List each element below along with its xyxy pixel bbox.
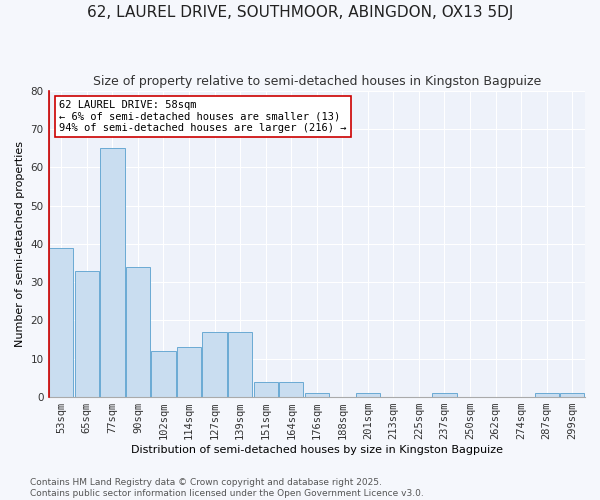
Bar	[177, 348, 201, 397]
Bar	[100, 148, 125, 397]
Bar	[356, 394, 380, 397]
Bar	[202, 332, 227, 397]
Bar	[75, 270, 99, 397]
Bar	[279, 382, 304, 397]
Text: 62 LAUREL DRIVE: 58sqm
← 6% of semi-detached houses are smaller (13)
94% of semi: 62 LAUREL DRIVE: 58sqm ← 6% of semi-deta…	[59, 100, 347, 133]
Bar	[535, 394, 559, 397]
Bar	[254, 382, 278, 397]
Bar	[228, 332, 252, 397]
Text: Contains HM Land Registry data © Crown copyright and database right 2025.
Contai: Contains HM Land Registry data © Crown c…	[30, 478, 424, 498]
Bar	[433, 394, 457, 397]
Bar	[151, 351, 176, 397]
Bar	[560, 394, 584, 397]
Bar	[126, 267, 150, 397]
Y-axis label: Number of semi-detached properties: Number of semi-detached properties	[15, 141, 25, 347]
Text: 62, LAUREL DRIVE, SOUTHMOOR, ABINGDON, OX13 5DJ: 62, LAUREL DRIVE, SOUTHMOOR, ABINGDON, O…	[87, 5, 513, 20]
Title: Size of property relative to semi-detached houses in Kingston Bagpuize: Size of property relative to semi-detach…	[92, 75, 541, 88]
Bar	[49, 248, 73, 397]
X-axis label: Distribution of semi-detached houses by size in Kingston Bagpuize: Distribution of semi-detached houses by …	[131, 445, 503, 455]
Bar	[305, 394, 329, 397]
